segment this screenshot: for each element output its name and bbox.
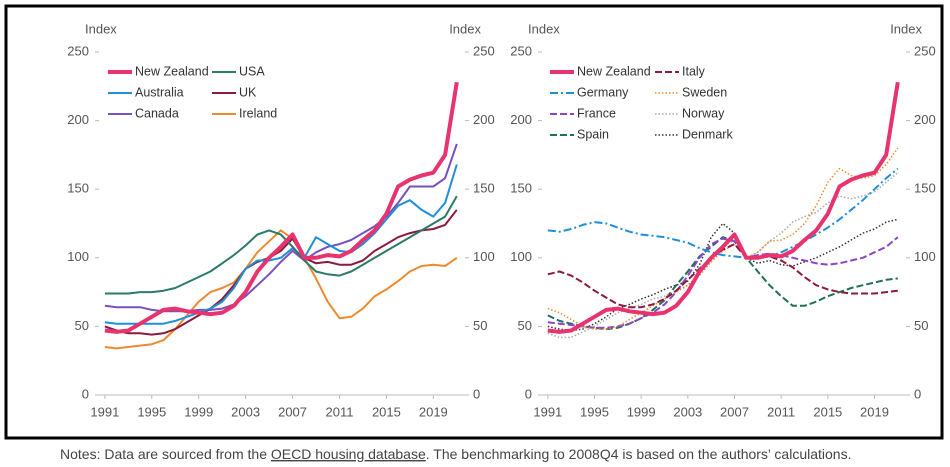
frame [4,4,944,440]
y2-tick-label: 200 [473,112,495,127]
series-line [104,209,458,336]
y2-tick-label: 150 [914,181,936,196]
legend-label: UK [239,85,257,99]
notes: Notes: Data are sourced from the OECD ho… [60,446,851,462]
x-tick-label: 1991 [90,404,119,419]
x-tick-label: 1999 [184,404,213,419]
series-line [547,172,899,339]
y-tick-label: 100 [67,249,89,264]
notes-link: OECD housing database [271,446,426,462]
x-tick-label: 1995 [137,404,166,419]
x-tick-label: 2007 [720,404,749,419]
legend-label: New Zealand [577,64,651,78]
y-tick-label: 0 [525,386,532,401]
y2-tick-label: 50 [914,318,928,333]
legend-label: USA [239,64,265,78]
y-tick-label: 50 [75,318,89,333]
series-line [547,218,898,332]
series-line [104,195,458,295]
y2-axis-label: Index [449,21,481,36]
legend-label: Spain [577,127,609,141]
x-tick-label: 1991 [533,404,562,419]
y2-axis-label: Index [890,21,922,36]
y2-tick-label: 200 [914,112,936,127]
y-tick-label: 50 [518,318,532,333]
y-tick-label: 150 [67,181,89,196]
y-tick-label: 0 [82,386,89,401]
x-tick-label: 1999 [627,404,656,419]
x-tick-label: 2015 [372,404,401,419]
notes-text: . The benchmarking to 2008Q4 is based on… [426,446,852,462]
x-tick-label: 2011 [325,404,353,419]
y-tick-label: 250 [510,43,532,58]
legend-label: Ireland [239,106,277,120]
notes-text: Notes: Data are sourced from the [60,446,271,462]
x-tick-label: 2003 [231,404,260,419]
series-line [547,81,900,334]
series-line [104,143,458,313]
y2-tick-label: 50 [473,318,487,333]
x-tick-label: 2011 [767,404,795,419]
x-tick-label: 2019 [860,404,889,419]
legend-label: France [577,106,616,120]
legend-label: Italy [682,64,706,78]
x-tick-label: 2007 [278,404,307,419]
legend-label: Denmark [682,127,733,141]
series-line [547,243,898,309]
y2-tick-label: 0 [914,386,921,401]
y-axis-label: Index [85,21,117,36]
y-tick-label: 200 [510,112,532,127]
series-line [547,236,899,329]
legend-label: Sweden [682,85,727,99]
y-tick-label: 200 [67,112,89,127]
legend-label: New Zealand [135,64,209,78]
series-line [104,81,459,334]
y2-tick-label: 250 [914,43,936,58]
x-tick-label: 2003 [673,404,702,419]
y-tick-label: 150 [510,181,532,196]
y2-tick-label: 0 [473,386,480,401]
x-tick-label: 2015 [813,404,842,419]
legend-label: Germany [577,85,629,99]
y-tick-label: 250 [67,43,89,58]
y-tick-label: 100 [510,249,532,264]
y2-tick-label: 100 [914,249,936,264]
y2-tick-label: 100 [473,249,495,264]
y2-tick-label: 250 [473,43,495,58]
series-line [547,167,899,259]
series-line [104,229,458,350]
x-tick-label: 2019 [419,404,448,419]
legend-label: Australia [135,85,184,99]
y-axis-label: Index [528,21,560,36]
series-line [104,164,458,325]
legend-label: Canada [135,106,179,120]
legend-label: Norway [682,106,725,120]
series-line [547,147,899,330]
x-tick-label: 1995 [580,404,609,419]
y2-tick-label: 150 [473,181,495,196]
